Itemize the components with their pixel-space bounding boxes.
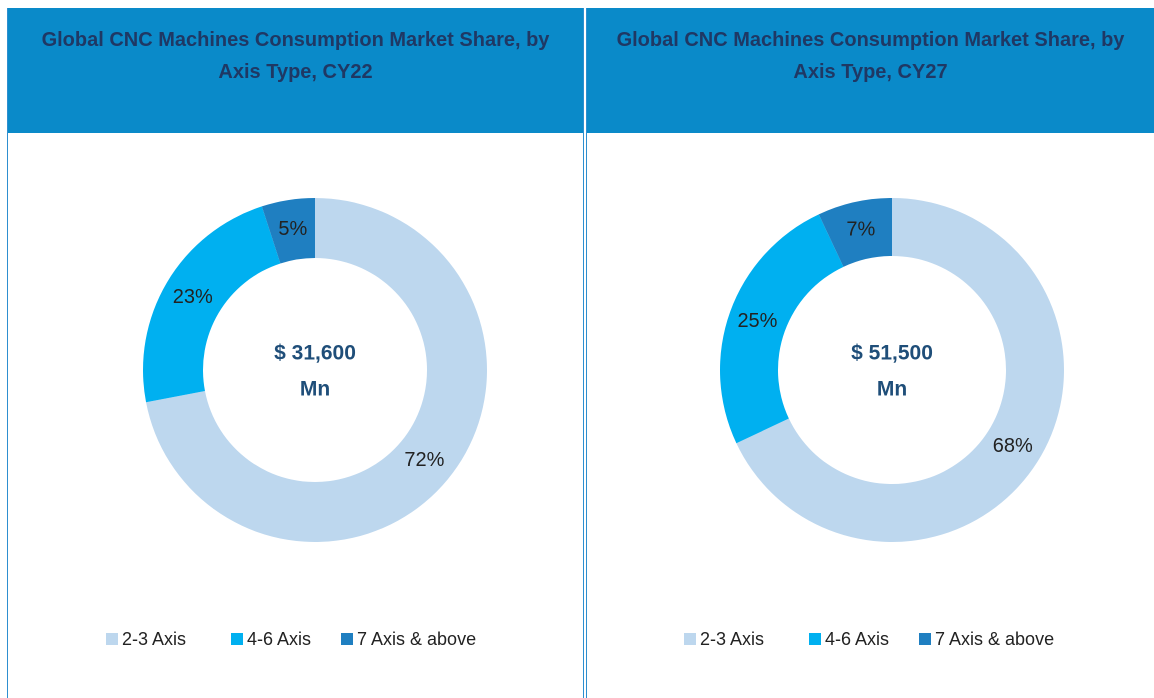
data-label: 5% — [278, 218, 307, 240]
legend-label: 4-6 Axis — [247, 629, 311, 649]
header: Global CNC Machines Consumption Market S… — [8, 8, 583, 133]
center-label: Mn — [300, 378, 330, 401]
chart: 72% 23% 5% $ 31,600 Mn 2-3 Axis 4-6 Axis 7 Axis… — [106, 198, 487, 649]
chart: 68% 25% 7% $ 51,500 Mn 2-3 Axis 4-6 Axis 7 Axis… — [684, 198, 1064, 649]
legend-swatch — [809, 633, 821, 645]
center-label: $ 31,600 — [274, 342, 356, 365]
header: Global CNC Machines Consumption Market S… — [587, 8, 1154, 133]
chart-panel: Global CNC Machines Consumption Market S… — [7, 8, 584, 698]
legend-label: 7 Axis & above — [935, 629, 1054, 649]
center-label: $ 51,500 — [851, 342, 933, 365]
donut-slice — [261, 198, 315, 264]
data-label: 68% — [993, 435, 1033, 457]
legend-swatch — [919, 633, 931, 645]
donut-slice — [720, 214, 844, 444]
center-label: Mn — [877, 378, 907, 401]
chart-title: Global CNC Machines Consumption Market S… — [616, 29, 1125, 83]
donut-slice — [818, 198, 892, 267]
legend-swatch — [231, 633, 243, 645]
chart-panel: Global CNC Machines Consumption Market S… — [586, 8, 1154, 698]
donut-slice — [146, 198, 487, 542]
legend-swatch — [106, 633, 118, 645]
donut-slice — [736, 198, 1064, 542]
legend-swatch — [341, 633, 353, 645]
legend-swatch — [684, 633, 696, 645]
legend-label: 2-3 Axis — [122, 629, 186, 649]
data-label: 7% — [846, 219, 875, 241]
data-label: 25% — [737, 310, 777, 332]
legend-label: 7 Axis & above — [357, 629, 476, 649]
data-label: 72% — [404, 449, 444, 471]
legend-label: 2-3 Axis — [700, 629, 764, 649]
chart-title: Global CNC Machines Consumption Market S… — [41, 29, 550, 83]
data-label: 23% — [173, 286, 213, 308]
legend-label: 4-6 Axis — [825, 629, 889, 649]
donut-slice — [143, 206, 281, 403]
